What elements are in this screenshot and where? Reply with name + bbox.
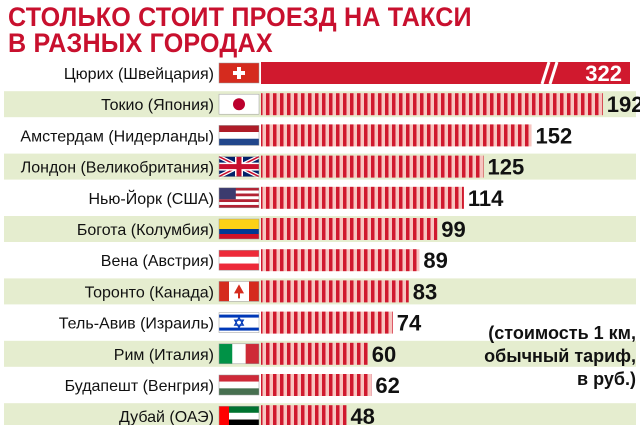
hungary-flag-icon xyxy=(218,374,260,396)
value-label: 192 xyxy=(607,92,640,117)
bar xyxy=(261,342,368,365)
bar-row: Тель-Авив (Израиль) 74 xyxy=(59,311,422,336)
value-label: 114 xyxy=(468,186,504,211)
category-label: Тель-Авив (Израиль) xyxy=(59,316,214,333)
japan-flag-icon xyxy=(218,93,260,115)
value-label: 60 xyxy=(372,342,396,367)
value-label: 322 xyxy=(585,61,622,86)
value-label: 62 xyxy=(375,373,399,398)
colombia-flag-icon xyxy=(218,218,260,240)
bar-row: Токио (Япония) 192 xyxy=(4,91,640,118)
bar xyxy=(261,155,484,178)
value-label: 125 xyxy=(488,155,525,180)
bar-row: Богота (Колумбия) 99 xyxy=(4,216,636,242)
bar-row: Рим (Италия) 60 xyxy=(4,340,636,367)
category-label: Токио (Япония) xyxy=(101,97,214,114)
bar-row: Будапешт (Венгрия) 62 xyxy=(65,373,400,398)
axis-break-mark xyxy=(540,61,551,85)
bar xyxy=(261,124,532,147)
chart-title: СТОЛЬКО СТОИТ ПРОЕЗД НА ТАКСИ В РАЗНЫХ Г… xyxy=(8,2,472,58)
bar xyxy=(261,311,393,334)
category-label: Амстердам (Нидерланды) xyxy=(20,128,214,145)
netherlands-flag-icon xyxy=(218,125,260,146)
category-label: Будапешт (Венгрия) xyxy=(65,378,214,395)
bar xyxy=(261,280,409,303)
value-label: 74 xyxy=(397,311,422,336)
value-label: 48 xyxy=(350,404,374,425)
value-label: 99 xyxy=(441,217,465,242)
bar-row: Лондон (Великобритания) 125 xyxy=(4,153,636,180)
austria-flag-icon xyxy=(218,249,260,271)
value-label: 83 xyxy=(413,279,437,304)
bar-row: Вена (Австрия) 89 xyxy=(101,248,448,273)
category-label: Нью-Йорк (США) xyxy=(88,189,214,208)
title-line-2: В РАЗНЫХ ГОРОДАХ xyxy=(8,28,273,58)
category-label: Цюрих (Швейцария) xyxy=(64,66,214,83)
value-label: 152 xyxy=(536,123,573,148)
category-label: Рим (Италия) xyxy=(114,347,214,364)
usa-flag-icon xyxy=(218,187,260,209)
bar-row: Нью-Йорк (США) 114 xyxy=(88,186,504,211)
bar xyxy=(261,249,420,272)
bar xyxy=(261,374,372,396)
switzerland-flag-icon xyxy=(218,62,260,84)
canada-flag-icon xyxy=(218,281,260,302)
united-kingdom-flag-icon xyxy=(218,154,260,179)
israel-flag-icon xyxy=(218,312,260,333)
value-label: 89 xyxy=(423,248,447,273)
bar xyxy=(261,218,438,240)
bar xyxy=(261,93,603,116)
category-label: Лондон (Великобритания) xyxy=(21,160,214,177)
category-label: Дубай (ОАЭ) xyxy=(119,409,214,425)
bar-row: Амстердам (Нидерланды) 152 xyxy=(20,123,572,148)
bar xyxy=(261,186,464,209)
bar-row: Цюрих (Швейцария) 322 xyxy=(64,61,630,86)
bar xyxy=(261,405,347,425)
bar-row: Дубай (ОАЭ) 48 xyxy=(4,403,636,425)
bar-row: Торонто (Канада) 83 xyxy=(4,278,636,305)
category-label: Богота (Колумбия) xyxy=(77,222,214,239)
unit-note: (стоимость 1 км, обычный тариф, в руб.) xyxy=(484,323,636,389)
bar xyxy=(261,62,630,84)
italy-flag-icon xyxy=(218,343,260,365)
title-line-1: СТОЛЬКО СТОИТ ПРОЕЗД НА ТАКСИ xyxy=(8,2,472,32)
uae-flag-icon xyxy=(218,405,260,425)
category-label: Вена (Австрия) xyxy=(101,253,214,270)
category-label: Торонто (Канада) xyxy=(85,284,214,301)
axis-break-mark xyxy=(548,61,559,85)
